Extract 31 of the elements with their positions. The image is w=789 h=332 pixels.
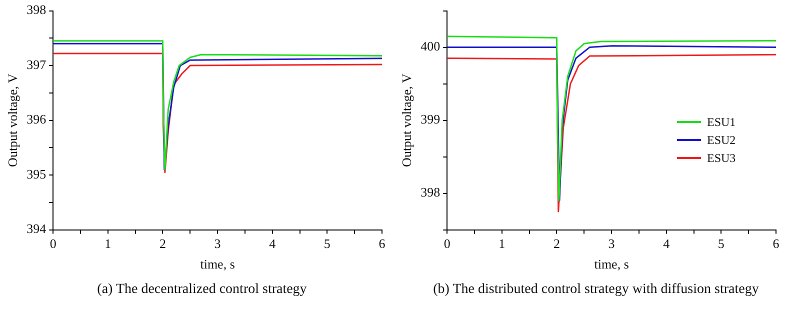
y-tick-label: 395: [26, 166, 46, 182]
y-axis-title: Output voltage, V: [399, 73, 414, 167]
x-tick-label: 2: [159, 236, 166, 252]
text: (b) The distributed control strategy with diffusion strategy: [432, 282, 760, 298]
y-tick-label: 398: [420, 184, 440, 200]
x-tick-label: 3: [214, 236, 221, 252]
x-tick-label: 5: [324, 236, 330, 252]
x-axis-title: time, s: [200, 256, 235, 272]
legend-label: ESU3: [707, 150, 736, 166]
x-tick-label: 3: [608, 236, 615, 252]
legend-label: ESU2: [707, 132, 736, 148]
x-tick-label: 1: [104, 236, 112, 252]
text: (a) The decentralized control strategy: [96, 282, 308, 298]
y-tick-label: 394: [26, 221, 47, 236]
x-tick-label: 0: [50, 236, 56, 252]
x-tick-label: 2: [553, 236, 560, 252]
y-tick-label: 400: [420, 38, 440, 54]
x-tick-label: 6: [772, 236, 780, 252]
y-tick-label: 396: [26, 112, 47, 127]
y-tick-label: 398: [26, 2, 46, 18]
x-tick-label: 4: [269, 236, 276, 252]
y-tick-label: 397: [26, 56, 47, 72]
x-tick-label: 0: [444, 236, 450, 252]
y-axis-title: Output voltage, V: [5, 73, 20, 167]
x-axis-title: time, s: [594, 256, 629, 272]
x-tick-label: 5: [718, 236, 724, 252]
x-tick-label: 4: [663, 236, 670, 252]
legend-label: ESU1: [707, 114, 736, 130]
x-tick-label: 1: [498, 236, 506, 252]
y-tick-label: 399: [420, 112, 440, 127]
x-tick-label: 6: [378, 236, 386, 252]
